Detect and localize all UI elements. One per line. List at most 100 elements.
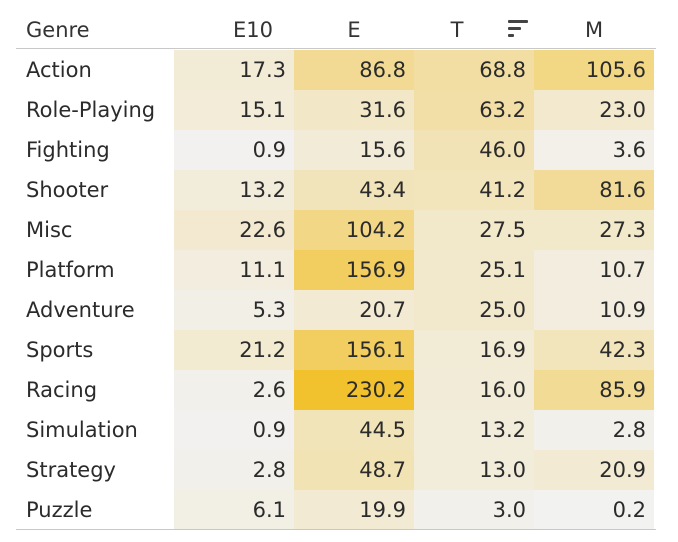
cell-value: 23.0 (599, 98, 646, 122)
heatmap-cell-shooter-m[interactable]: 81.6 (534, 170, 654, 210)
heatmap-cell-sports-e[interactable]: 156.1 (294, 330, 414, 370)
heatmap-cell-puzzle-e[interactable]: 19.9 (294, 490, 414, 530)
heatmap-cell-puzzle-e10[interactable]: 6.1 (174, 490, 294, 530)
cell-value: 17.3 (239, 58, 286, 82)
heatmap-cell-simulation-e[interactable]: 44.5 (294, 410, 414, 450)
cell-value: 2.6 (252, 378, 286, 402)
cell-value: 0.9 (252, 418, 286, 442)
cell-value: 41.2 (479, 178, 526, 202)
header-divider (16, 48, 656, 49)
heatmap-cell-fighting-m[interactable]: 3.6 (534, 130, 654, 170)
heatmap-cell-sports-e10[interactable]: 21.2 (174, 330, 294, 370)
row-label-puzzle[interactable]: Puzzle (26, 498, 93, 522)
heatmap-cell-action-e10[interactable]: 17.3 (174, 50, 294, 90)
sort-descending-icon[interactable] (508, 20, 528, 40)
row-label-platform[interactable]: Platform (26, 258, 115, 282)
row-label-simulation[interactable]: Simulation (26, 418, 138, 442)
cell-value: 13.2 (479, 418, 526, 442)
column-header-t[interactable]: T (450, 18, 464, 42)
heatmap-cell-fighting-t[interactable]: 46.0 (414, 130, 534, 170)
cell-value: 43.4 (359, 178, 406, 202)
heatmap-cell-adventure-e[interactable]: 20.7 (294, 290, 414, 330)
genre-column-header[interactable]: Genre (26, 18, 90, 42)
cell-value: 3.0 (492, 498, 526, 522)
heatmap-cell-strategy-t[interactable]: 13.0 (414, 450, 534, 490)
heatmap-cell-role-playing-e10[interactable]: 15.1 (174, 90, 294, 130)
heatmap-cell-adventure-t[interactable]: 25.0 (414, 290, 534, 330)
heatmap-cell-puzzle-m[interactable]: 0.2 (534, 490, 654, 530)
heatmap-cell-simulation-m[interactable]: 2.8 (534, 410, 654, 450)
heatmap-cell-platform-e[interactable]: 156.9 (294, 250, 414, 290)
cell-value: 2.8 (252, 458, 286, 482)
heatmap-cell-shooter-t[interactable]: 41.2 (414, 170, 534, 210)
heatmap-cell-misc-e10[interactable]: 22.6 (174, 210, 294, 250)
column-header-m[interactable]: M (584, 18, 604, 42)
heatmap-cell-racing-e10[interactable]: 2.6 (174, 370, 294, 410)
cell-value: 19.9 (359, 498, 406, 522)
row-label-misc[interactable]: Misc (26, 218, 73, 242)
cell-value: 68.8 (479, 58, 526, 82)
row-label-strategy[interactable]: Strategy (26, 458, 116, 482)
cell-value: 22.6 (239, 218, 286, 242)
heatmap-cell-role-playing-e[interactable]: 31.6 (294, 90, 414, 130)
heatmap-cell-fighting-e[interactable]: 15.6 (294, 130, 414, 170)
cell-value: 21.2 (239, 338, 286, 362)
heatmap-cell-strategy-e10[interactable]: 2.8 (174, 450, 294, 490)
cell-value: 156.9 (345, 258, 406, 282)
cell-value: 0.2 (612, 498, 646, 522)
cell-value: 10.9 (599, 298, 646, 322)
cell-value: 3.6 (612, 138, 646, 162)
heatmap-cell-platform-e10[interactable]: 11.1 (174, 250, 294, 290)
cell-value: 16.0 (479, 378, 526, 402)
heatmap-cell-strategy-e[interactable]: 48.7 (294, 450, 414, 490)
heatmap-cell-adventure-m[interactable]: 10.9 (534, 290, 654, 330)
heatmap-cell-role-playing-t[interactable]: 63.2 (414, 90, 534, 130)
heatmap-cell-shooter-e10[interactable]: 13.2 (174, 170, 294, 210)
cell-value: 48.7 (359, 458, 406, 482)
heatmap-cell-racing-t[interactable]: 16.0 (414, 370, 534, 410)
cell-value: 0.9 (252, 138, 286, 162)
row-label-sports[interactable]: Sports (26, 338, 94, 362)
cell-value: 63.2 (479, 98, 526, 122)
heatmap-cell-simulation-e10[interactable]: 0.9 (174, 410, 294, 450)
cell-value: 11.1 (239, 258, 286, 282)
heatmap-cell-racing-e[interactable]: 230.2 (294, 370, 414, 410)
cell-value: 85.9 (599, 378, 646, 402)
heatmap-cell-action-t[interactable]: 68.8 (414, 50, 534, 90)
heatmap-cell-sports-m[interactable]: 42.3 (534, 330, 654, 370)
column-header-e[interactable]: E (347, 18, 361, 42)
cell-value: 27.5 (479, 218, 526, 242)
cell-value: 13.0 (479, 458, 526, 482)
heatmap-cell-misc-e[interactable]: 104.2 (294, 210, 414, 250)
heatmap-cell-platform-t[interactable]: 25.1 (414, 250, 534, 290)
cell-value: 104.2 (345, 218, 406, 242)
heatmap-cell-fighting-e10[interactable]: 0.9 (174, 130, 294, 170)
heatmap-cell-shooter-e[interactable]: 43.4 (294, 170, 414, 210)
cell-value: 16.9 (479, 338, 526, 362)
row-label-racing[interactable]: Racing (26, 378, 98, 402)
heatmap-cell-strategy-m[interactable]: 20.9 (534, 450, 654, 490)
row-label-role-playing[interactable]: Role-Playing (26, 98, 156, 122)
heatmap-cell-sports-t[interactable]: 16.9 (414, 330, 534, 370)
row-label-fighting[interactable]: Fighting (26, 138, 110, 162)
cell-value: 86.8 (359, 58, 406, 82)
cell-value: 13.2 (239, 178, 286, 202)
heatmap-cell-action-m[interactable]: 105.6 (534, 50, 654, 90)
cell-value: 20.9 (599, 458, 646, 482)
heatmap-cell-action-e[interactable]: 86.8 (294, 50, 414, 90)
row-label-adventure[interactable]: Adventure (26, 298, 135, 322)
heatmap-cell-racing-m[interactable]: 85.9 (534, 370, 654, 410)
bottom-divider (16, 529, 656, 530)
heatmap-cell-platform-m[interactable]: 10.7 (534, 250, 654, 290)
cell-value: 27.3 (599, 218, 646, 242)
heatmap-cell-role-playing-m[interactable]: 23.0 (534, 90, 654, 130)
heatmap-cell-misc-m[interactable]: 27.3 (534, 210, 654, 250)
heatmap-cell-misc-t[interactable]: 27.5 (414, 210, 534, 250)
heatmap-cell-puzzle-t[interactable]: 3.0 (414, 490, 534, 530)
row-label-shooter[interactable]: Shooter (26, 178, 109, 202)
row-label-action[interactable]: Action (26, 58, 92, 82)
column-header-e10[interactable]: E10 (233, 18, 273, 42)
cell-value: 15.6 (359, 138, 406, 162)
heatmap-cell-simulation-t[interactable]: 13.2 (414, 410, 534, 450)
heatmap-cell-adventure-e10[interactable]: 5.3 (174, 290, 294, 330)
